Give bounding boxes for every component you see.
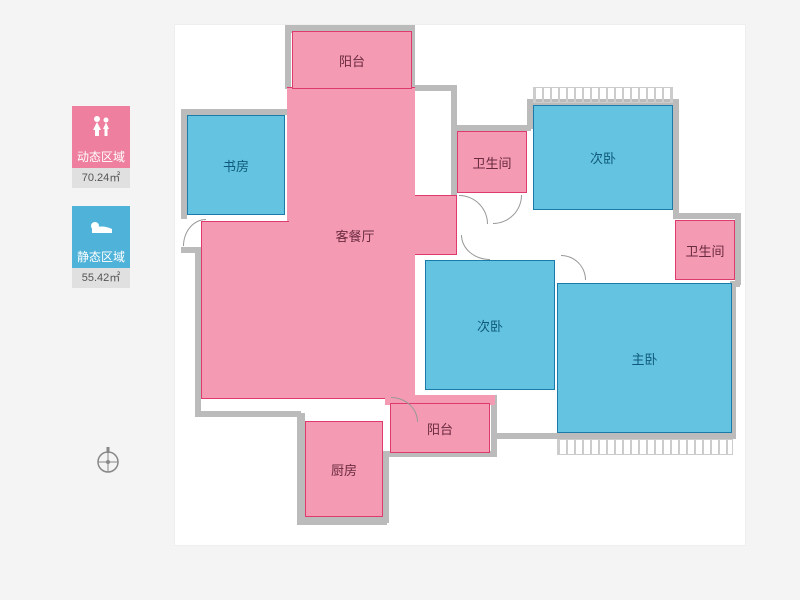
wall bbox=[451, 85, 457, 129]
legend-panel: 动态区域 70.24㎡ 静态区域 55.42㎡ bbox=[72, 106, 130, 306]
wall bbox=[285, 25, 291, 89]
door-arc bbox=[561, 255, 586, 280]
legend-static-value: 55.42㎡ bbox=[72, 268, 130, 288]
railing bbox=[533, 87, 673, 103]
wall bbox=[673, 213, 741, 219]
room-label: 次卧 bbox=[477, 316, 503, 335]
room-label-living: 客餐厅 bbox=[325, 225, 385, 245]
room-kitchen: 厨房 bbox=[305, 421, 383, 517]
room-label: 阳台 bbox=[339, 51, 365, 70]
room-bed2-mid: 次卧 bbox=[425, 260, 555, 390]
wall bbox=[297, 413, 305, 523]
wall bbox=[297, 517, 387, 525]
legend-static: 静态区域 55.42㎡ bbox=[72, 206, 130, 288]
door-arc bbox=[183, 219, 206, 246]
legend-dynamic-value: 70.24㎡ bbox=[72, 168, 130, 188]
railing bbox=[557, 439, 733, 455]
room-label: 卫生间 bbox=[472, 153, 511, 172]
compass-icon bbox=[95, 445, 121, 471]
wall bbox=[735, 215, 741, 285]
legend-dynamic-label: 动态区域 bbox=[72, 146, 130, 168]
room-label: 书房 bbox=[223, 156, 249, 175]
room-living-arm bbox=[201, 221, 289, 399]
room-balcony-top: 阳台 bbox=[292, 31, 412, 89]
wall bbox=[491, 433, 557, 439]
room-label: 主卧 bbox=[631, 349, 657, 368]
room-living-top bbox=[415, 195, 457, 255]
legend-dynamic: 动态区域 70.24㎡ bbox=[72, 106, 130, 188]
door-arc bbox=[461, 235, 490, 260]
room-bath-right: 卫生间 bbox=[675, 220, 735, 280]
room-bath-top: 卫生间 bbox=[457, 131, 527, 193]
room-label: 卫生间 bbox=[685, 241, 724, 260]
room-bed2-top: 次卧 bbox=[533, 105, 673, 210]
wall bbox=[413, 85, 455, 91]
room-label: 次卧 bbox=[590, 148, 616, 167]
sleep-icon bbox=[72, 206, 130, 246]
room-label: 阳台 bbox=[427, 419, 453, 438]
legend-static-label: 静态区域 bbox=[72, 246, 130, 268]
room-study: 书房 bbox=[187, 115, 285, 215]
wall bbox=[673, 99, 679, 217]
floor-plan: 阳台书房客餐厅卫生间次卧卫生间次卧主卧厨房阳台 bbox=[175, 25, 745, 545]
room-master: 主卧 bbox=[557, 283, 732, 433]
room-label: 厨房 bbox=[331, 460, 357, 479]
wall bbox=[195, 411, 301, 417]
people-icon bbox=[72, 106, 130, 146]
door-arc bbox=[459, 195, 488, 224]
door-arc bbox=[493, 195, 522, 224]
